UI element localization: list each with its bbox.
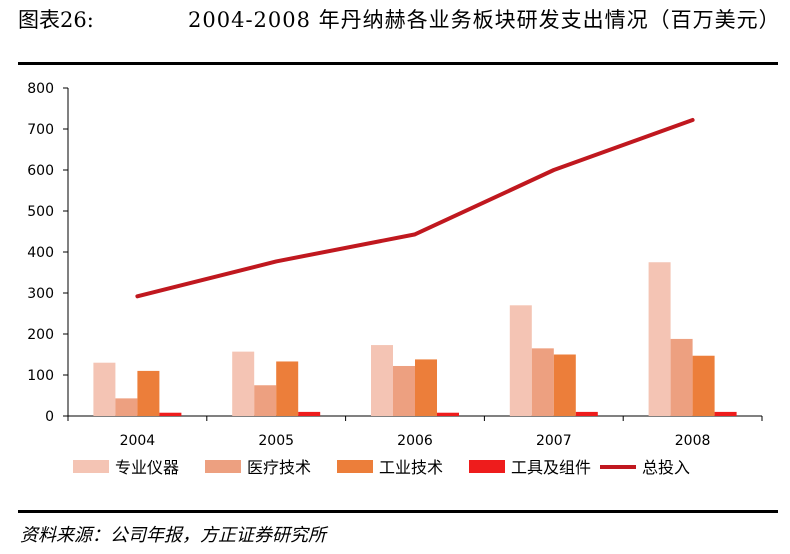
legend-swatch bbox=[205, 460, 241, 473]
y-tick-label: 500 bbox=[27, 204, 54, 220]
y-tick-label: 800 bbox=[27, 81, 54, 97]
bar bbox=[509, 305, 532, 416]
legend-label: 工具及组件 bbox=[511, 458, 591, 477]
bar bbox=[137, 370, 160, 416]
x-tick-label: 2006 bbox=[397, 433, 433, 449]
bar bbox=[575, 411, 598, 416]
bar bbox=[232, 351, 255, 416]
bar bbox=[415, 359, 437, 416]
bar bbox=[276, 361, 299, 416]
bar bbox=[648, 262, 671, 416]
y-tick-label: 100 bbox=[27, 368, 54, 384]
bar bbox=[692, 355, 715, 416]
bar bbox=[393, 365, 415, 416]
bar bbox=[437, 412, 459, 416]
bar bbox=[159, 412, 182, 416]
bar bbox=[531, 348, 554, 416]
y-tick-label: 700 bbox=[27, 122, 54, 138]
x-tick-label: 2007 bbox=[536, 433, 572, 449]
bar bbox=[254, 385, 277, 416]
bar bbox=[371, 345, 393, 416]
bottom-rule bbox=[18, 510, 778, 513]
legend-swatch bbox=[337, 460, 373, 473]
legend-swatch bbox=[73, 460, 109, 473]
series-line bbox=[135, 117, 695, 299]
bar bbox=[115, 398, 138, 416]
y-tick-label: 600 bbox=[27, 163, 54, 179]
y-tick-label: 0 bbox=[45, 409, 54, 425]
y-tick-label: 400 bbox=[27, 245, 54, 261]
bar bbox=[714, 411, 737, 416]
x-tick-label: 2005 bbox=[258, 433, 294, 449]
bar bbox=[670, 338, 693, 416]
y-tick-label: 200 bbox=[27, 327, 54, 343]
legend-label: 总投入 bbox=[642, 458, 690, 477]
bar bbox=[553, 354, 576, 416]
bar bbox=[93, 362, 116, 416]
x-tick-label: 2008 bbox=[675, 433, 711, 449]
legend-label: 专业仪器 bbox=[115, 458, 179, 477]
figure-label: 图表26: bbox=[18, 8, 94, 32]
bar bbox=[298, 411, 321, 416]
figure-title: 2004-2008 年丹纳赫各业务板块研发支出情况（百万美元） bbox=[188, 8, 781, 32]
x-tick-label: 2004 bbox=[120, 433, 156, 449]
legend-label: 工业技术 bbox=[379, 458, 443, 477]
top-rule bbox=[18, 62, 778, 65]
legend-label: 医疗技术 bbox=[247, 458, 311, 477]
source-note: 资料来源：公司年报，方正证券研究所 bbox=[20, 525, 326, 546]
legend-swatch bbox=[469, 460, 505, 473]
y-tick-label: 300 bbox=[27, 286, 54, 302]
